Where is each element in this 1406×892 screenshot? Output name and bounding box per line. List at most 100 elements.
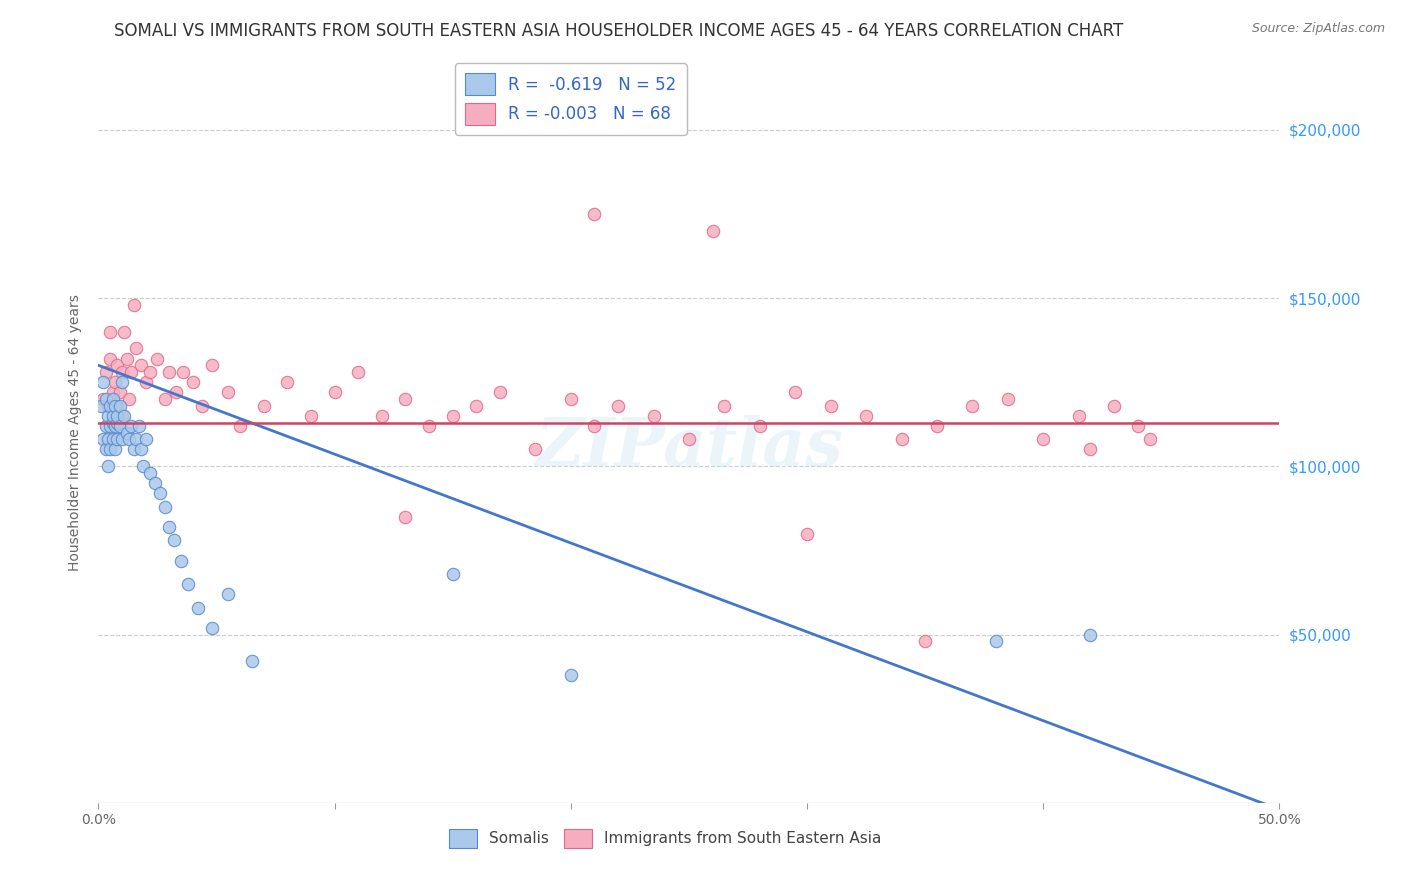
Point xyxy=(170,553,193,567)
Point xyxy=(820,399,842,413)
Point xyxy=(217,385,239,400)
Point xyxy=(105,433,128,447)
Point xyxy=(129,359,152,373)
Point xyxy=(143,476,166,491)
Point xyxy=(1126,418,1149,433)
Point xyxy=(181,375,204,389)
Point xyxy=(97,399,120,413)
Point xyxy=(101,416,124,430)
Point xyxy=(560,392,582,406)
Point xyxy=(276,375,298,389)
Y-axis label: Householder Income Ages 45 - 64 years: Householder Income Ages 45 - 64 years xyxy=(69,294,83,571)
Point xyxy=(153,500,176,514)
Point xyxy=(90,399,112,413)
Point xyxy=(98,399,121,413)
Point xyxy=(217,587,239,601)
Point xyxy=(111,375,134,389)
Legend: Somalis, Immigrants from South Eastern Asia: Somalis, Immigrants from South Eastern A… xyxy=(443,822,887,855)
Point xyxy=(678,433,700,447)
Text: ZIPatlas: ZIPatlas xyxy=(536,415,842,480)
Point xyxy=(702,224,724,238)
Point xyxy=(98,325,121,339)
Point xyxy=(187,600,209,615)
Point xyxy=(583,418,606,433)
Point xyxy=(1067,409,1090,423)
Point xyxy=(122,298,145,312)
Point xyxy=(118,392,141,406)
Point xyxy=(111,365,134,379)
Point xyxy=(165,385,187,400)
Point xyxy=(713,399,735,413)
Point xyxy=(104,442,127,457)
Point xyxy=(101,409,124,423)
Text: SOMALI VS IMMIGRANTS FROM SOUTH EASTERN ASIA HOUSEHOLDER INCOME AGES 45 - 64 YEA: SOMALI VS IMMIGRANTS FROM SOUTH EASTERN … xyxy=(114,22,1123,40)
Point xyxy=(925,418,948,433)
Point xyxy=(101,392,124,406)
Point xyxy=(91,433,114,447)
Point xyxy=(139,466,162,480)
Point xyxy=(299,409,322,423)
Point xyxy=(104,375,127,389)
Point xyxy=(105,359,128,373)
Point xyxy=(914,634,936,648)
Point xyxy=(101,433,124,447)
Point xyxy=(157,520,180,534)
Point xyxy=(149,486,172,500)
Point xyxy=(101,385,124,400)
Point xyxy=(132,459,155,474)
Point xyxy=(118,433,141,447)
Point xyxy=(91,392,114,406)
Point xyxy=(121,418,143,433)
Point xyxy=(855,409,877,423)
Point xyxy=(583,207,606,221)
Point xyxy=(1080,627,1102,641)
Point xyxy=(1080,442,1102,457)
Point xyxy=(94,365,117,379)
Point xyxy=(1102,399,1125,413)
Point xyxy=(253,399,276,413)
Point xyxy=(984,634,1007,648)
Text: Source: ZipAtlas.com: Source: ZipAtlas.com xyxy=(1251,22,1385,36)
Point xyxy=(97,409,120,423)
Point xyxy=(139,365,162,379)
Point xyxy=(997,392,1019,406)
Point xyxy=(128,418,150,433)
Point xyxy=(163,533,186,548)
Point xyxy=(157,365,180,379)
Point xyxy=(115,425,138,440)
Point xyxy=(122,442,145,457)
Point xyxy=(229,418,252,433)
Point xyxy=(135,375,157,389)
Point xyxy=(108,385,131,400)
Point xyxy=(105,399,128,413)
Point xyxy=(121,365,143,379)
Point xyxy=(240,655,263,669)
Point xyxy=(201,621,224,635)
Point xyxy=(104,418,127,433)
Point xyxy=(1032,433,1054,447)
Point xyxy=(108,418,131,433)
Point xyxy=(129,442,152,457)
Point xyxy=(146,351,169,366)
Point xyxy=(125,433,148,447)
Point xyxy=(94,442,117,457)
Point xyxy=(1139,433,1161,447)
Point xyxy=(94,418,117,433)
Point xyxy=(98,351,121,366)
Point xyxy=(94,392,117,406)
Point xyxy=(97,433,120,447)
Point xyxy=(172,365,194,379)
Point xyxy=(153,392,176,406)
Point xyxy=(748,418,770,433)
Point xyxy=(524,442,547,457)
Point xyxy=(465,399,488,413)
Point xyxy=(108,399,131,413)
Point xyxy=(111,409,134,423)
Point xyxy=(201,359,224,373)
Point xyxy=(347,365,370,379)
Point xyxy=(135,433,157,447)
Point xyxy=(560,668,582,682)
Point xyxy=(489,385,512,400)
Point xyxy=(323,385,346,400)
Point xyxy=(105,409,128,423)
